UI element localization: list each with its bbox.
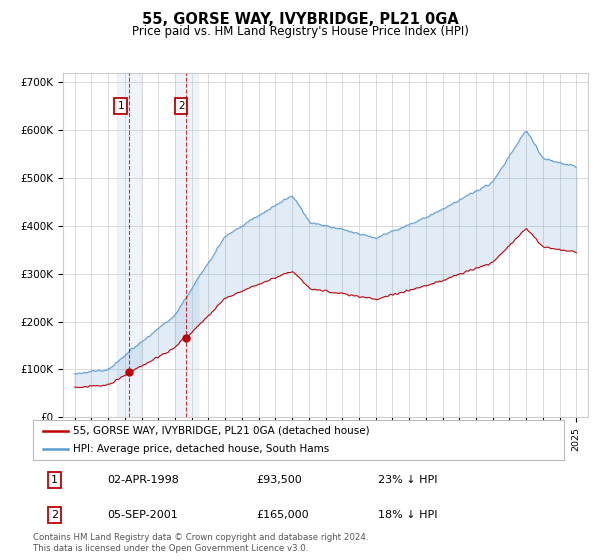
Text: Contains HM Land Registry data © Crown copyright and database right 2024.
This d: Contains HM Land Registry data © Crown c… [33, 533, 368, 553]
Text: £165,000: £165,000 [256, 510, 308, 520]
Text: 2: 2 [178, 101, 185, 111]
Text: Price paid vs. HM Land Registry's House Price Index (HPI): Price paid vs. HM Land Registry's House … [131, 25, 469, 38]
Text: 55, GORSE WAY, IVYBRIDGE, PL21 0GA: 55, GORSE WAY, IVYBRIDGE, PL21 0GA [142, 12, 458, 27]
Text: 18% ↓ HPI: 18% ↓ HPI [378, 510, 437, 520]
Bar [118, 73, 141, 417]
Text: 1: 1 [51, 475, 58, 484]
Bar [175, 73, 198, 417]
Text: 02-APR-1998: 02-APR-1998 [107, 475, 179, 484]
Text: 55, GORSE WAY, IVYBRIDGE, PL21 0GA (detached house): 55, GORSE WAY, IVYBRIDGE, PL21 0GA (deta… [73, 426, 370, 436]
Text: 23% ↓ HPI: 23% ↓ HPI [378, 475, 437, 484]
Text: HPI: Average price, detached house, South Hams: HPI: Average price, detached house, Sout… [73, 445, 329, 454]
Text: 1: 1 [118, 101, 124, 111]
Text: 2: 2 [50, 510, 58, 520]
Text: 05-SEP-2001: 05-SEP-2001 [107, 510, 178, 520]
Text: £93,500: £93,500 [256, 475, 302, 484]
